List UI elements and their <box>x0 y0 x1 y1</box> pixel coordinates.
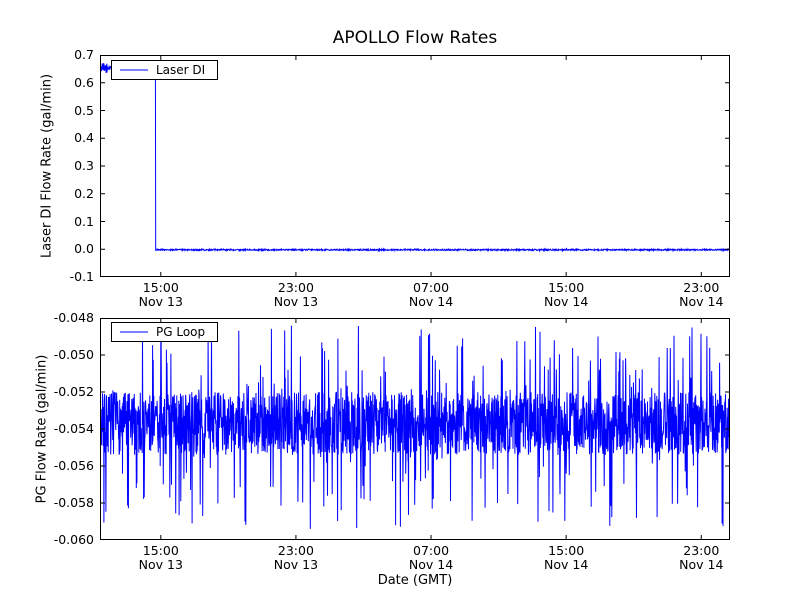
bottom-y-axis-label: PG Flow Rate (gal/min) <box>34 354 50 504</box>
laser-di-xtick-date: Nov 13 <box>138 294 183 309</box>
bottom-legend-label: PG Loop <box>156 325 206 339</box>
laser-di-xtick-time: 15:00 <box>548 280 585 295</box>
laser-di-xtick-time: 23:00 <box>683 280 720 295</box>
pg-loop-plot-area <box>99 317 731 541</box>
laser-di-xtick-date: Nov 14 <box>408 294 454 309</box>
pg-loop-ytick-label: -0.050 <box>53 347 94 362</box>
top-legend-label: Laser DI <box>156 63 206 77</box>
pg-loop-xtick-date: Nov 13 <box>138 557 183 572</box>
laser-di-plot-area <box>99 54 731 278</box>
axes-frame <box>100 55 730 277</box>
laser-di-xtick-date: Nov 14 <box>679 294 724 309</box>
top-y-axis-label: Laser DI Flow Rate (gal/min) <box>39 73 55 259</box>
pg-loop-xtick-date: Nov 13 <box>273 557 319 572</box>
pg-loop-xtick-time: 23:00 <box>683 543 720 558</box>
laser-di-ytick-label: 0.0 <box>74 241 94 257</box>
pg-loop-ytick-label: -0.056 <box>53 458 94 473</box>
laser-di-xtick-time: 23:00 <box>277 280 314 295</box>
figure-title: APOLLO Flow Rates <box>332 28 498 48</box>
laser-di-xtick-date: Nov 13 <box>273 294 319 309</box>
pg-loop-xtick-date: Nov 14 <box>679 557 724 572</box>
laser-di-ytick-label: 0.4 <box>74 130 94 146</box>
pg-loop-xtick-time: 07:00 <box>413 543 450 558</box>
laser-di-xtick-date: Nov 14 <box>544 294 589 309</box>
legend-line-icon <box>120 331 148 333</box>
laser-di-xtick-time: 07:00 <box>413 280 450 295</box>
pg-loop-ytick-label: -0.048 <box>53 310 94 325</box>
bottom-legend: PG Loop <box>111 322 219 342</box>
laser-di-ytick-label: -0.1 <box>69 269 94 284</box>
pg-loop-chart <box>99 317 731 541</box>
pg-loop-ytick-label: -0.052 <box>53 384 94 399</box>
laser-di-chart <box>99 54 731 278</box>
pg-loop-ytick-label: -0.058 <box>53 495 94 510</box>
axes-frame <box>100 318 730 540</box>
pg-loop-xtick-time: 23:00 <box>277 543 314 558</box>
laser-di-ytick-label: 0.3 <box>74 158 94 173</box>
pg-loop-ytick-label: -0.060 <box>53 532 94 547</box>
laser-di-ytick-label: 0.1 <box>74 213 94 229</box>
pg-loop-ytick-label: -0.054 <box>53 421 94 436</box>
laser-di-series-line <box>99 63 731 253</box>
top-legend: Laser DI <box>111 60 219 80</box>
pg-loop-xtick-time: 15:00 <box>142 543 179 558</box>
x-axis-label: Date (GMT) <box>377 573 453 588</box>
pg-loop-series-line <box>99 325 731 529</box>
laser-di-xtick-time: 15:00 <box>142 280 179 295</box>
pg-loop-xtick-date: Nov 14 <box>544 557 589 572</box>
pg-loop-xtick-time: 15:00 <box>548 543 585 558</box>
laser-di-ytick-label: 0.6 <box>74 74 94 90</box>
laser-di-ytick-label: 0.7 <box>74 47 94 62</box>
pg-loop-xtick-date: Nov 14 <box>408 557 454 572</box>
laser-di-ytick-label: 0.2 <box>74 185 94 201</box>
laser-di-ytick-label: 0.5 <box>74 102 94 118</box>
legend-line-icon <box>120 69 148 71</box>
